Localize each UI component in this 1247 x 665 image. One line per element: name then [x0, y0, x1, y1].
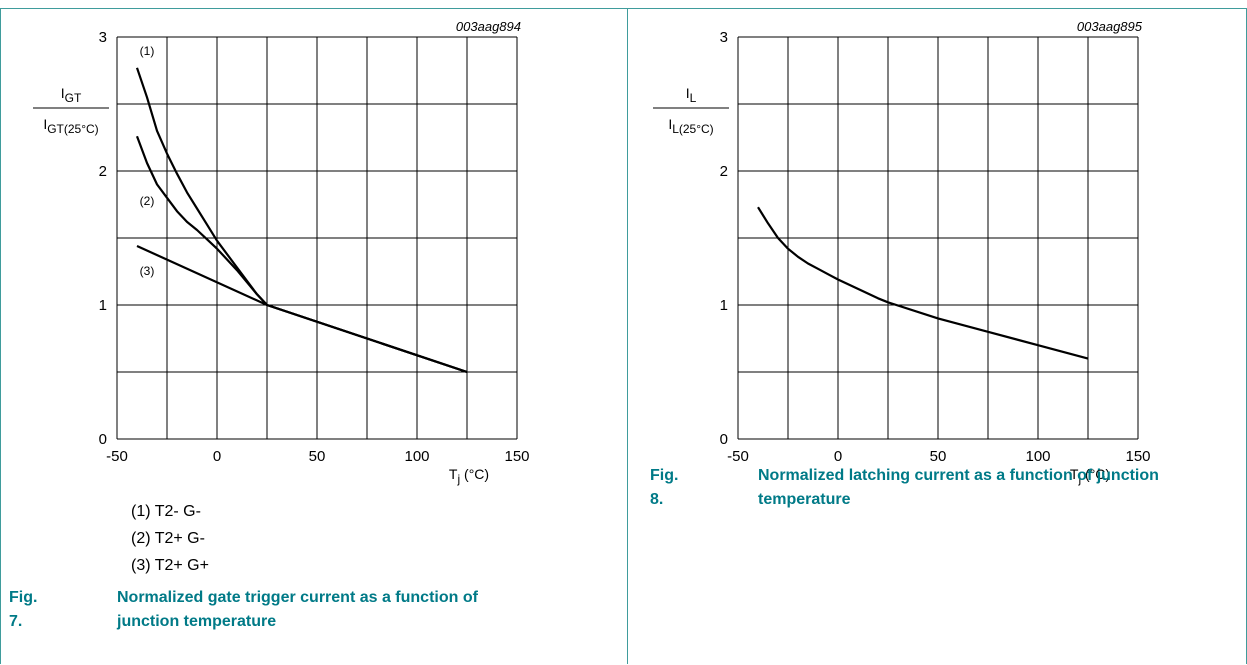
y-axis-label-denominator: IL(25°C) [668, 116, 713, 136]
figure-7-panel: -50 0 50 100 150 0 1 2 3 003aag894 IGT IGT(25°C) Tj … [0, 8, 628, 664]
x-tick-label: -50 [727, 448, 749, 465]
series-line-3 [136, 244, 468, 374]
figure-8-title: Normalized latching current as a functio… [758, 467, 1159, 508]
figure-7-number: Fig. 7. [9, 589, 38, 630]
y-tick-label: 0 [99, 431, 107, 448]
series-label-3: (3) [140, 264, 155, 278]
legend-item-3: (3) T2+ G+ [131, 557, 209, 574]
series-label-2: (2) [140, 194, 155, 208]
y-axis-label-numerator: IGT [61, 85, 82, 105]
x-tick-label: 50 [930, 448, 947, 465]
figure-8-panel: -50 0 50 100 150 0 1 2 3 003aag895 IL IL(25°C) Tj (°… [627, 8, 1247, 664]
series-line-1 [757, 206, 1089, 360]
x-axis-label: Tj (°C) [449, 466, 489, 486]
x-tick-label: -50 [106, 448, 128, 465]
y-tick-label: 0 [720, 431, 728, 448]
series-line-2 [135, 135, 468, 374]
y-tick-label: 1 [720, 297, 728, 314]
y-axis-label-numerator: IL [686, 85, 697, 105]
x-tick-label: 150 [504, 448, 529, 465]
y-tick-label: 2 [99, 163, 107, 180]
x-tick-label: 50 [309, 448, 326, 465]
x-tick-label: 0 [834, 448, 842, 465]
figure-id: 003aag894 [456, 19, 521, 34]
x-tick-label: 100 [1025, 448, 1050, 465]
x-tick-label: 0 [213, 448, 221, 465]
y-axis-label-denominator: IGT(25°C) [43, 116, 98, 136]
legend-item-2: (2) T2+ G- [131, 530, 205, 547]
y-tick-label: 3 [720, 29, 728, 46]
x-tick-label: 150 [1125, 448, 1150, 465]
x-tick-label: 100 [404, 448, 429, 465]
series-label-1: (1) [140, 44, 155, 58]
figure-id: 003aag895 [1077, 19, 1143, 34]
y-tick-label: 1 [99, 297, 107, 314]
y-tick-label: 2 [720, 163, 728, 180]
chart-gate-trigger-current: -50 0 50 100 1500123003aag894IGTIGT(25°C)Tj … [33, 19, 530, 486]
y-tick-label: 3 [99, 29, 107, 46]
legend-item-1: (1) T2- G- [131, 503, 201, 520]
figure-8-number: Fig. 8. [650, 467, 679, 508]
x-axis-label: Tj (°C) [1070, 466, 1110, 486]
figure-7-title: Normalized gate trigger current as a fun… [117, 589, 478, 630]
